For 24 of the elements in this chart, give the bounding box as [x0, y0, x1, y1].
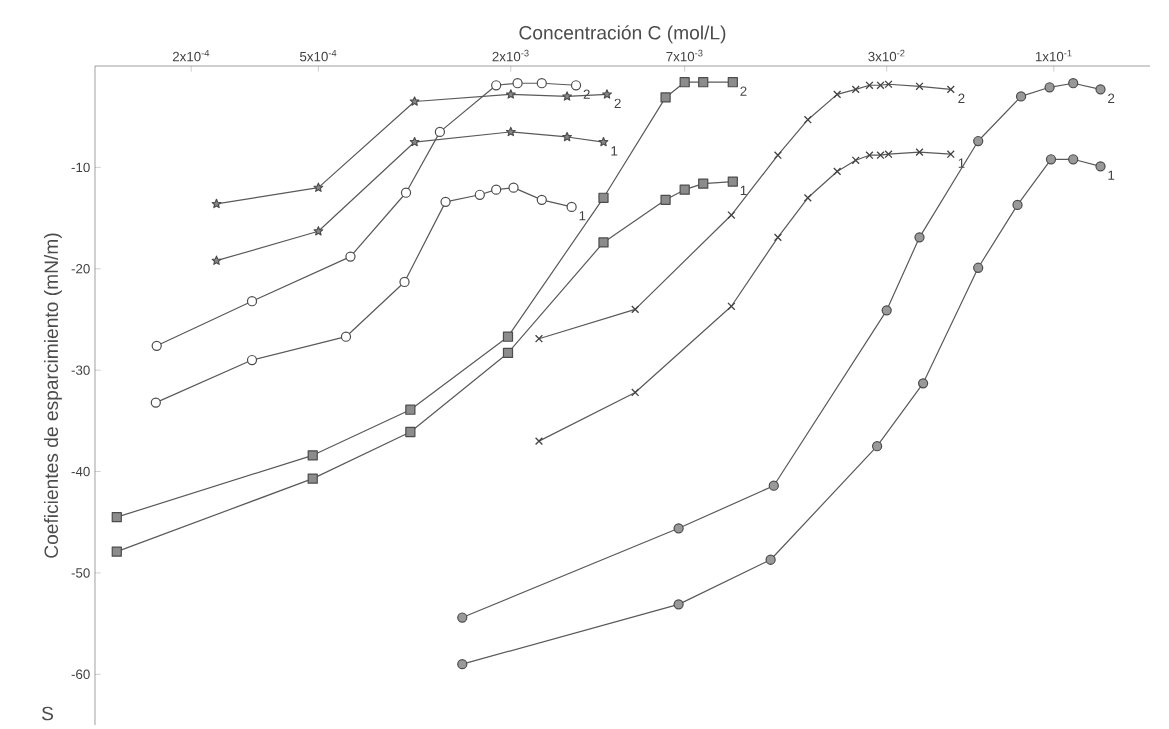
x-tick-label: 5x10$^{-4}$ [299, 49, 337, 62]
y-tick-label: -30 [71, 365, 90, 375]
series-label: 2 [740, 86, 747, 96]
series-label: 1 [958, 158, 965, 168]
x-tick-label: 1x10$^{-1}$ [1035, 49, 1072, 62]
text: S [41, 706, 54, 721]
x-tick-label: 2x10$^{-4}$ [172, 49, 210, 62]
x-axis-title: Concentración C (mol/L) [519, 25, 726, 44]
x-tick-label: 7x10$^{-3}$ [666, 49, 703, 62]
y-tick-label: -50 [71, 568, 90, 578]
x-tick-label: 2x10$^{-3}$ [492, 49, 529, 62]
series-label: 2 [958, 93, 965, 103]
y-tick-label: -60 [71, 669, 90, 680]
y-axis-title: Coeficientes de esparcimiento (mN/m) [43, 233, 62, 558]
series-label: 1 [579, 211, 586, 221]
y-tick-label: -10 [71, 162, 90, 173]
series-label: 2 [614, 98, 621, 108]
y-tick-label: -40 [71, 466, 90, 477]
series-label: 2 [1108, 93, 1115, 103]
y-tick-label: -20 [71, 264, 90, 274]
series-label: 1 [740, 185, 747, 196]
series-label: 1 [1108, 170, 1115, 180]
series-label: 1 [611, 146, 618, 156]
x-tick-label: 3x10$^{-2}$ [868, 49, 905, 62]
